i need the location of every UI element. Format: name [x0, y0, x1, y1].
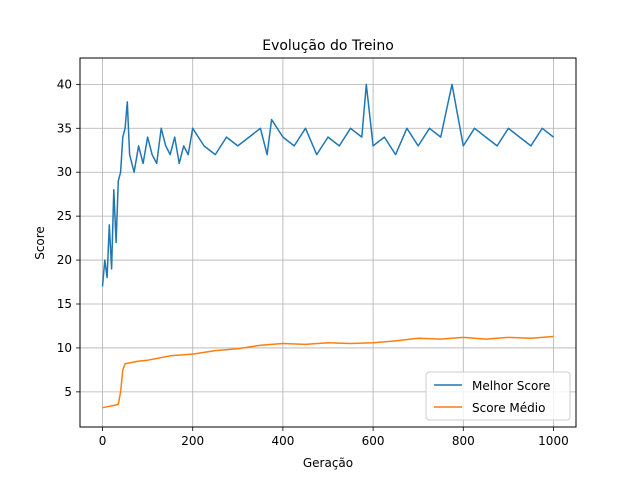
legend: Melhor Score Score Médio: [425, 371, 571, 421]
chart-title: Evolução do Treino: [262, 38, 394, 54]
x-tick-label: 200: [181, 434, 204, 448]
y-tick-label: 30: [57, 165, 72, 179]
plot-frame: [79, 57, 577, 428]
y-tick-label: 10: [57, 341, 72, 355]
series-layer: [101, 83, 554, 409]
legend-label-best: Melhor Score: [472, 379, 550, 393]
x-tick-label: 0: [99, 434, 107, 448]
average-score-line: [102, 335, 554, 409]
y-tick-label: 20: [57, 253, 72, 267]
x-tick-label: 1000: [538, 434, 569, 448]
y-tick-label: 40: [57, 77, 72, 91]
y-axis-label: Score: [33, 226, 47, 260]
legend-box: [425, 371, 571, 421]
y-tick-label: 25: [57, 209, 72, 223]
ticks: 0 200 400 600 800 1000 5 10 15 20 25 30 35 40: [57, 77, 569, 448]
grid: [80, 58, 576, 427]
y-tick-label: 15: [57, 297, 72, 311]
best-score-line: [101, 83, 554, 287]
x-tick-label: 600: [362, 434, 385, 448]
x-tick-label: 800: [452, 434, 475, 448]
legend-label-average: Score Médio: [472, 401, 545, 415]
y-tick-label: 5: [64, 385, 72, 399]
y-tick-label: 35: [57, 121, 72, 135]
x-tick-label: 400: [271, 434, 294, 448]
x-axis-label: Geração: [303, 456, 353, 470]
